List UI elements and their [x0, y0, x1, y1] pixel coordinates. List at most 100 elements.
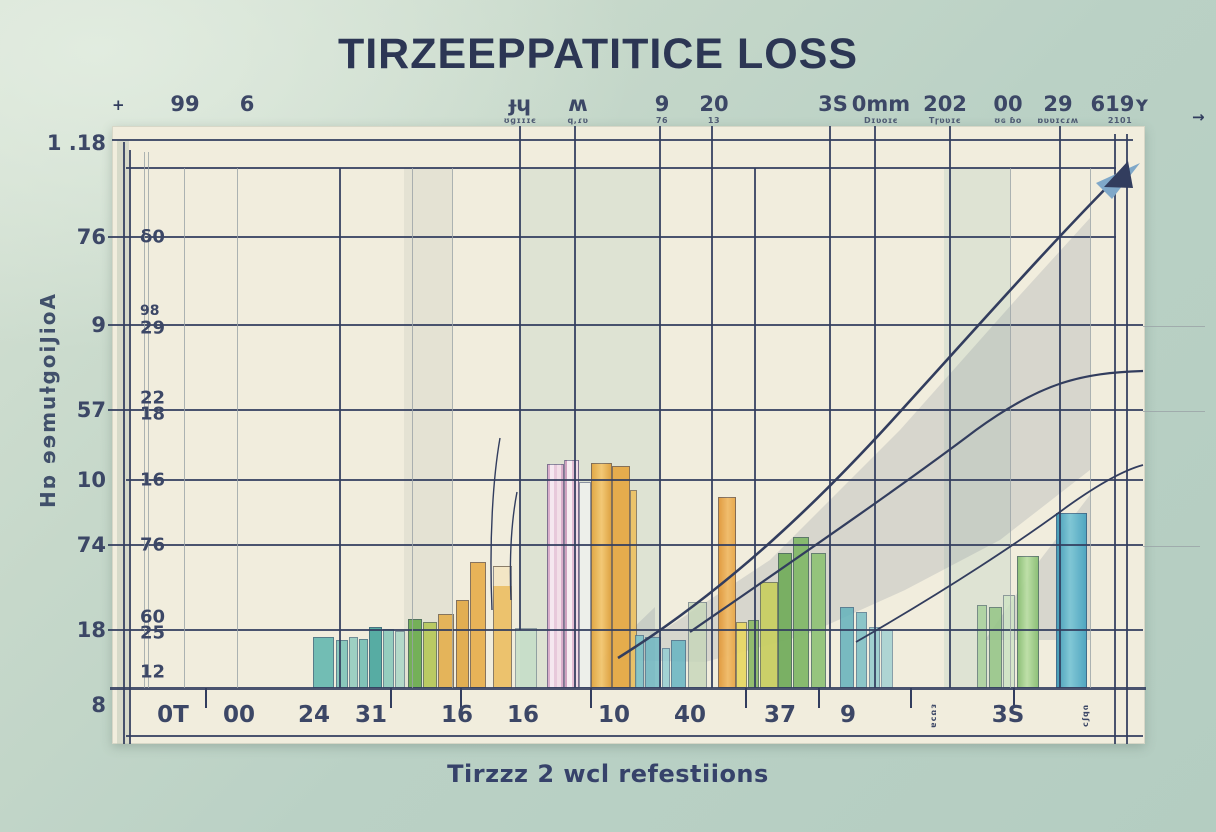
grid-vline — [659, 126, 661, 688]
grid-vline — [339, 168, 341, 688]
top-axis-sublabel: Dɪʋoɪє — [864, 116, 898, 125]
x-axis-label: ɛʊɔa — [929, 704, 939, 729]
y-axis-tick-inner: 98 — [140, 303, 160, 319]
grid-vline — [874, 126, 876, 688]
y-axis-tick-inner: 76 — [140, 534, 166, 556]
top-axis-sublabel: ɒʋʋɪcɾʍ — [1037, 116, 1079, 125]
top-axis-sublabel: q,ɾʋ — [567, 116, 589, 125]
y-axis-tick-inner: 29 — [140, 317, 166, 339]
x-axis-tick — [590, 688, 592, 708]
y-axis-tick-outer: 10 — [76, 468, 106, 492]
grid-vline-gray — [412, 168, 413, 688]
x-axis-label: 9 — [839, 702, 857, 728]
x-axis-label: 37 — [763, 702, 797, 728]
y-axis-tick-outer: 74 — [76, 533, 106, 557]
top-axis-label: 0mm — [851, 92, 911, 116]
top-axis-sublabel: 76 — [655, 116, 669, 125]
grid-hline-gray — [1143, 411, 1205, 412]
x-axis-label: 24 — [297, 702, 331, 728]
trend-curve-main-trend — [617, 172, 1122, 660]
top-axis-label: 3S — [818, 92, 848, 116]
grid-hline-gray — [1143, 546, 1200, 547]
axis-origin-tick: + — [112, 96, 125, 114]
top-axis-label: 29 — [1043, 92, 1073, 116]
x-axis-label: 16 — [506, 702, 540, 728]
y-axis-tick-inner: δ0 — [140, 226, 165, 248]
grid-vline — [754, 168, 756, 688]
tint-band — [117, 140, 129, 744]
grid-vline-gray — [1010, 168, 1011, 688]
y-axis-tick-inner: 16 — [140, 469, 166, 491]
grid-hline — [108, 629, 1143, 631]
top-axis-sublabel: Tɼʋʋɪє — [928, 116, 962, 125]
grid-vline-gray — [148, 152, 149, 688]
y-axis-tick-inner: 60 — [140, 606, 166, 628]
grid-vline-gray — [144, 152, 145, 688]
x-axis-label: 31 — [354, 702, 388, 728]
x-axis-label: 3S — [991, 702, 1025, 728]
top-axis-sublabel: ʊɢ ɓo — [994, 116, 1022, 125]
y-axis-tick-inner: 18 — [140, 403, 166, 425]
y-axis-tick-outer: 1 .18 — [46, 131, 106, 155]
top-axis-label: 9 — [654, 92, 670, 116]
gray-area — [618, 218, 1090, 662]
top-axis-label: 6 — [239, 92, 255, 116]
grid-hline — [126, 735, 1143, 737]
y-axis-tick-inner: 12 — [140, 661, 166, 683]
chart-caption: Tirzzz 2 wcl refestiions — [447, 760, 769, 788]
grid-hline — [110, 686, 1146, 690]
y-axis-tick-outer: 9 — [91, 313, 106, 337]
y-axis-tick-outer: 8 — [91, 693, 106, 717]
grid-hline — [108, 544, 1143, 546]
x-axis-label: 40 — [673, 702, 707, 728]
y-axis-tick-outer: 18 — [76, 618, 106, 642]
x-axis-tick — [818, 688, 820, 708]
grid-vline-gray — [237, 168, 238, 688]
grid-hline-gray — [1143, 326, 1205, 327]
x-axis-label: ʋbʃɔ — [1081, 704, 1091, 729]
grid-hline — [126, 479, 1143, 481]
x-axis-tick — [745, 688, 747, 708]
grid-vline-gray — [452, 168, 453, 688]
grid-vline — [829, 126, 831, 688]
x-axis-tick — [460, 688, 462, 708]
grid-hline — [126, 167, 1116, 169]
top-axis-sublabel: 2101 — [1107, 116, 1133, 125]
y-axis-tick-outer: 57 — [76, 398, 106, 422]
x-axis-tick — [910, 688, 912, 708]
grid-hline — [112, 139, 1133, 141]
top-axis-label: ʍ — [568, 92, 588, 116]
top-axis-label: 00 — [993, 92, 1023, 116]
top-axis-label: ɟɥ — [508, 92, 532, 116]
x-axis-label: 16 — [440, 702, 474, 728]
y-axis-tick-inner: 22 — [140, 387, 166, 409]
grid-vline-gray — [1090, 168, 1091, 688]
x-axis-tick — [1013, 688, 1015, 708]
grid-vline-gray — [184, 168, 185, 688]
x-axis-tick — [205, 688, 207, 708]
top-axis-label: 619ʏ — [1090, 92, 1150, 116]
grid-vline — [1113, 134, 1117, 744]
grid-vline — [711, 126, 713, 688]
grid-vline — [1125, 134, 1129, 744]
grid-vline — [949, 126, 951, 688]
arrowhead-icon-navy — [1104, 161, 1133, 188]
grid-vline — [519, 126, 521, 630]
top-axis-sublabel: ʊɡɪɪɪє — [503, 116, 537, 125]
top-axis-sublabel: 13 — [707, 116, 721, 125]
top-axis-label: 202 — [923, 92, 967, 116]
grid-vline — [1059, 126, 1061, 688]
x-axis-label: 0T — [157, 702, 189, 728]
x-axis-label: 00 — [222, 702, 256, 728]
x-axis-label: 10 — [597, 702, 631, 728]
grid-vline — [129, 150, 131, 744]
y-axis-tick-outer: 76 — [76, 225, 106, 249]
grid-hline — [108, 236, 1116, 238]
top-axis-label: 99 — [170, 92, 200, 116]
top-axis-label: 20 — [699, 92, 729, 116]
top-right-arrow-icon: → — [1192, 108, 1205, 126]
grid-hline — [108, 409, 1143, 411]
grid-vline — [574, 126, 576, 688]
